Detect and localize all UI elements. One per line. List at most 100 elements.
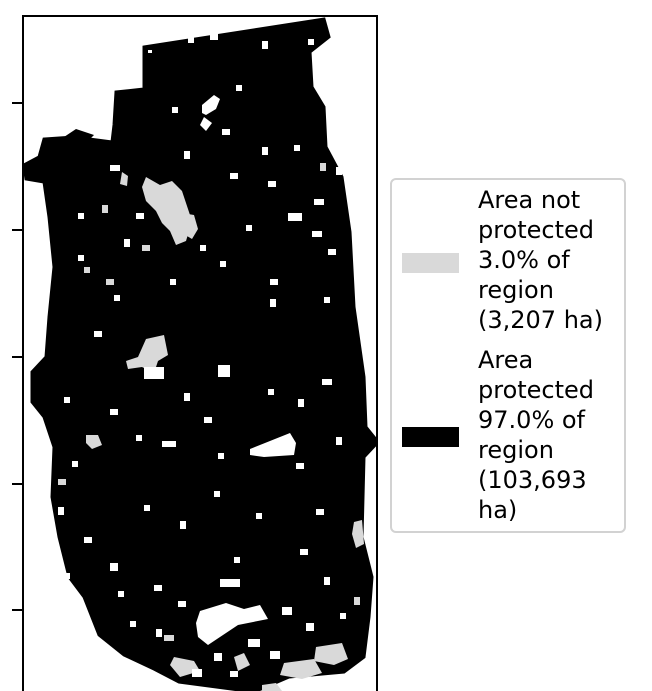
non-region-hole [294,145,300,151]
non-region-hole [124,239,130,247]
non-region-hole [256,513,262,519]
non-region-hole [300,549,308,555]
non-region-hole [184,151,190,159]
y-axis-tick [12,356,22,358]
non-region-hole [248,639,260,647]
not-protected-patch [142,177,192,245]
non-region-hole [214,653,222,661]
non-region-hole [196,603,268,645]
non-region-hole [328,249,336,255]
non-region-hole [230,173,238,179]
non-region-holes [58,34,346,677]
region-outline-notch [64,129,94,145]
non-region-hole [324,577,330,585]
non-region-hole [148,50,152,53]
protected-area-map [24,17,376,691]
non-region-hole [58,507,64,515]
non-region-hole [324,297,330,303]
non-region-hole [94,331,102,337]
non-region-hole [72,461,78,467]
non-region-hole [64,397,70,403]
non-region-hole [234,557,240,563]
non-region-hole [78,213,84,219]
non-region-hole [136,435,142,441]
non-region-hole [154,585,162,591]
non-region-hole [246,225,252,231]
protected-area-region [24,17,376,691]
not-protected-patch [314,643,348,665]
non-region-hole [178,601,186,607]
non-region-hole [296,463,304,469]
not-protected-patch [84,267,90,273]
non-region-hole [180,521,186,529]
non-region-hole [312,231,322,237]
non-region-hole [322,379,332,385]
non-region-hole [130,621,136,627]
non-region-hole [222,129,230,135]
non-region-hole [110,165,120,171]
y-axis-tick [12,609,22,611]
non-region-hole [110,563,118,571]
non-region-hole [306,623,314,631]
non-region-hole [188,37,194,43]
non-region-hole [200,245,206,251]
not-protected-patch [102,205,108,213]
non-region-hole [340,613,346,619]
legend-label-not-protected: Area not protected 3.0% of region (3,207… [478,186,603,334]
non-region-hole [202,95,220,115]
non-region-hole [282,607,292,615]
not-protected-patch [352,520,364,548]
map-frame [22,15,378,691]
non-region-hole [220,261,226,267]
legend-swatch-not-protected [402,253,459,273]
non-region-hole [336,437,342,445]
not-protected-patch [262,683,282,691]
non-region-hole [236,85,242,91]
non-region-hole [218,365,230,377]
not-protected-patch [120,172,128,186]
non-region-hole [262,41,268,49]
non-region-hole [268,181,276,187]
non-region-hole [230,671,238,677]
not-protected-patch [234,653,250,671]
non-region-hole [156,629,162,637]
not-protected-patch [320,163,326,171]
non-region-hole [200,117,212,131]
not-protected-patch [354,597,360,605]
non-region-hole [214,491,220,497]
non-region-hole [144,505,150,511]
not-protected-patch [86,435,102,449]
not-protected-patch [164,635,174,641]
legend: Area not protected 3.0% of region (3,207… [390,178,626,533]
non-region-hole [192,669,202,677]
non-region-hole [78,255,84,261]
not-protected-patch [182,213,198,239]
non-region-hole [136,213,144,219]
non-region-hole [144,367,164,379]
not-protected-patch [142,245,150,251]
non-region-hole [250,433,296,457]
legend-swatch-protected [402,427,459,447]
non-region-hole [162,441,176,447]
non-region-hole [84,537,92,543]
non-region-hole [64,573,70,579]
non-region-hole [170,279,176,285]
non-region-hole [268,389,274,395]
not-protected-patch [126,335,168,373]
non-region-hole [270,279,278,285]
non-region-hole [336,167,342,175]
not-protected-patch [106,279,114,285]
non-region-hole [172,107,178,113]
non-region-hole [110,409,118,415]
y-axis-tick [12,102,22,104]
y-axis-tick [12,483,22,485]
non-region-hole [270,299,276,307]
non-region-hole [316,509,324,515]
non-region-hole [314,199,324,205]
y-axis-tick [12,229,22,231]
not-protected-patch [280,659,322,679]
non-region-hole [184,393,190,401]
non-region-hole [118,591,124,597]
non-region-hole [220,579,240,587]
non-region-hole [114,295,120,301]
